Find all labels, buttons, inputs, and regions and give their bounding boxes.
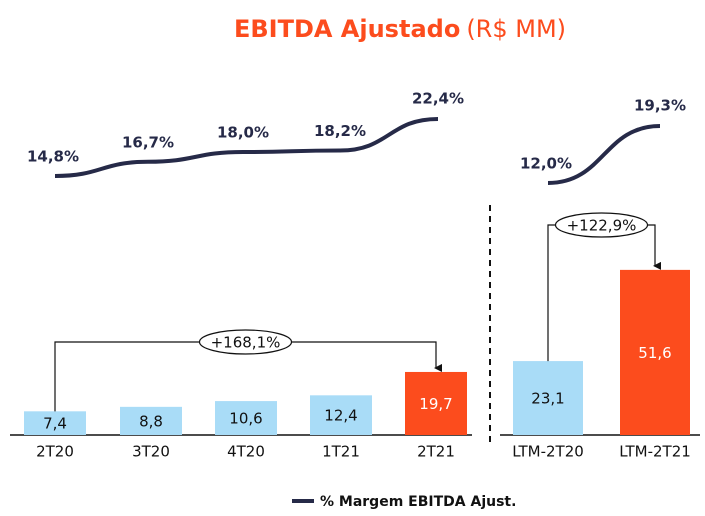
x-tick-label: LTM-2T20 [512,443,584,461]
line-value-label: 18,0% [217,124,269,142]
bar-value-label: 12,4 [324,407,357,425]
line-value-label: 16,7% [122,133,174,151]
x-tick-label: 4T20 [227,443,265,461]
x-tick-label: LTM-2T21 [619,443,691,461]
annotation-bubble [554,212,649,238]
chart-title-unit: (R$ MM) [466,15,566,43]
x-tick-label: 2T20 [36,443,74,461]
bar [405,371,467,435]
x-tick-label: 3T20 [132,443,170,461]
bar [620,269,690,435]
margin-line [547,124,661,185]
bar-value-label: 19,7 [419,395,452,413]
bar-value-label: 8,8 [139,412,163,430]
annotation-label: +168,1% [211,334,281,352]
line-value-label: 12,0% [520,155,572,173]
x-tick-label: 2T21 [417,443,455,461]
line-value-label: 22,4% [412,90,464,108]
bar [24,411,86,435]
bar-value-label: 23,1 [531,390,564,408]
line-value-label: 19,3% [634,97,686,115]
annotation-label: +122,9% [567,217,637,235]
chart-title-group: EBITDA Ajustado (R$ MM) [234,15,566,43]
bar [513,361,583,435]
line-value-label: 14,8% [27,148,79,166]
bar-value-label: 10,6 [229,410,262,428]
line-value-label: 18,2% [314,122,366,140]
bar [120,406,182,435]
margin-line [54,117,439,178]
bar [215,401,277,435]
annotation-bubble [198,329,293,355]
chart-title: EBITDA Ajustado [234,15,460,43]
x-tick-label: 1T21 [322,443,360,461]
bar-value-label: 51,6 [638,344,671,362]
bar-value-label: 7,4 [43,415,67,433]
legend-label: % Margem EBITDA Ajust. [320,494,516,510]
bar [310,395,372,435]
